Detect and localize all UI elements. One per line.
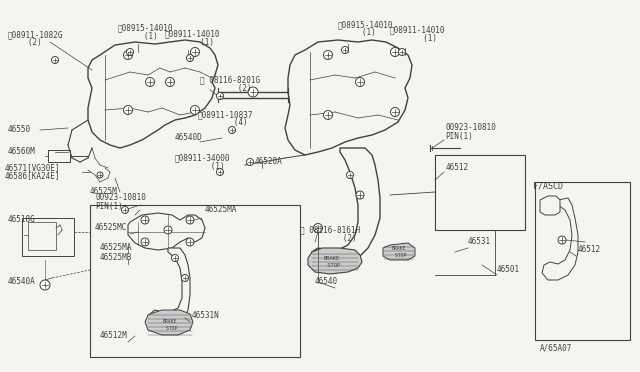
Text: (4): (4) xyxy=(206,119,248,128)
Text: 46518G: 46518G xyxy=(8,215,36,224)
Text: 46540A: 46540A xyxy=(8,278,36,286)
Text: ⓝ08911-1082G: ⓝ08911-1082G xyxy=(8,31,63,39)
Circle shape xyxy=(248,87,258,97)
Text: 46540: 46540 xyxy=(315,278,338,286)
Text: F/ASCD: F/ASCD xyxy=(533,182,563,190)
Circle shape xyxy=(182,275,189,282)
Text: (2): (2) xyxy=(14,38,42,48)
Text: 46512: 46512 xyxy=(446,164,469,173)
Circle shape xyxy=(314,224,323,232)
Circle shape xyxy=(141,216,149,224)
Text: 00923-10810: 00923-10810 xyxy=(95,193,146,202)
Text: (1): (1) xyxy=(348,29,376,38)
Polygon shape xyxy=(540,196,560,215)
Circle shape xyxy=(166,77,175,87)
Text: 46525MB: 46525MB xyxy=(100,253,132,263)
Text: 46571[VG30E]: 46571[VG30E] xyxy=(5,164,61,173)
Text: 46525MC: 46525MC xyxy=(95,224,127,232)
Circle shape xyxy=(323,51,333,60)
Bar xyxy=(22,218,74,256)
Circle shape xyxy=(141,238,149,246)
Polygon shape xyxy=(542,198,578,280)
Text: 46525MA: 46525MA xyxy=(205,205,237,215)
Text: (2): (2) xyxy=(210,83,252,93)
Text: 46531N: 46531N xyxy=(192,311,220,320)
Text: 46512: 46512 xyxy=(578,246,601,254)
Circle shape xyxy=(399,48,406,55)
Text: 46520A: 46520A xyxy=(255,157,283,167)
Circle shape xyxy=(346,171,353,179)
Text: ⓜ08915-14010: ⓜ08915-14010 xyxy=(338,20,394,29)
Bar xyxy=(435,155,525,230)
Bar xyxy=(48,150,70,162)
Text: PIN(1): PIN(1) xyxy=(445,131,473,141)
Polygon shape xyxy=(145,310,193,335)
Polygon shape xyxy=(88,40,218,148)
Text: 46540D: 46540D xyxy=(175,134,203,142)
Circle shape xyxy=(323,110,333,119)
Circle shape xyxy=(40,280,50,290)
Circle shape xyxy=(246,158,253,166)
Circle shape xyxy=(356,191,364,199)
Circle shape xyxy=(124,106,132,115)
Text: ⓝ08911-34000: ⓝ08911-34000 xyxy=(175,154,230,163)
Text: 46525MA: 46525MA xyxy=(100,244,132,253)
Text: ⓝ08911-14010: ⓝ08911-14010 xyxy=(390,26,445,35)
Text: 46501: 46501 xyxy=(497,266,520,275)
Circle shape xyxy=(355,77,365,87)
Text: 46586[KA24E]: 46586[KA24E] xyxy=(5,171,61,180)
Circle shape xyxy=(390,108,399,116)
Circle shape xyxy=(186,55,193,61)
Text: (2): (2) xyxy=(315,234,356,243)
Circle shape xyxy=(342,46,349,54)
Circle shape xyxy=(145,77,154,87)
Text: (1): (1) xyxy=(183,161,225,170)
Circle shape xyxy=(51,57,58,64)
Circle shape xyxy=(172,254,179,262)
Text: ⓜ08915-14010: ⓜ08915-14010 xyxy=(118,23,173,32)
Polygon shape xyxy=(128,213,205,250)
Circle shape xyxy=(186,238,194,246)
Text: Ⓑ 08116-8161H: Ⓑ 08116-8161H xyxy=(300,225,360,234)
Text: PIN(1): PIN(1) xyxy=(95,202,123,211)
Polygon shape xyxy=(308,248,362,274)
Polygon shape xyxy=(148,248,190,332)
Circle shape xyxy=(191,106,200,115)
Text: 46525M: 46525M xyxy=(90,187,118,196)
Polygon shape xyxy=(383,243,415,260)
Text: (1): (1) xyxy=(400,33,437,42)
Text: 46531: 46531 xyxy=(468,237,491,247)
Circle shape xyxy=(97,172,103,178)
Text: 46560M: 46560M xyxy=(8,148,36,157)
Text: 46512M: 46512M xyxy=(100,331,128,340)
Bar xyxy=(535,182,630,340)
Text: (1): (1) xyxy=(130,32,157,41)
Circle shape xyxy=(390,48,399,57)
Polygon shape xyxy=(285,40,412,155)
Circle shape xyxy=(228,126,236,134)
Circle shape xyxy=(127,48,134,55)
Text: ⓝ08911-14010: ⓝ08911-14010 xyxy=(165,29,221,38)
Circle shape xyxy=(558,236,566,244)
Text: BRAKE
 STOP: BRAKE STOP xyxy=(324,256,340,267)
Circle shape xyxy=(216,169,223,176)
Circle shape xyxy=(124,51,132,60)
Text: ⓝ08911-10837: ⓝ08911-10837 xyxy=(198,110,253,119)
Circle shape xyxy=(186,216,194,224)
Polygon shape xyxy=(310,148,380,270)
Circle shape xyxy=(191,48,200,57)
Text: A/65A07: A/65A07 xyxy=(540,343,572,353)
Circle shape xyxy=(164,226,172,234)
Bar xyxy=(28,222,56,250)
Text: Ⓑ 08116-8201G: Ⓑ 08116-8201G xyxy=(200,76,260,84)
Circle shape xyxy=(122,206,129,214)
Text: BRAKE
 STOP: BRAKE STOP xyxy=(163,320,177,331)
Text: 46550: 46550 xyxy=(8,125,31,135)
Bar xyxy=(90,205,300,357)
Circle shape xyxy=(216,93,223,99)
Text: BRAKE
 STOP: BRAKE STOP xyxy=(392,246,406,257)
Text: (1): (1) xyxy=(177,38,214,46)
Text: 00923-10810: 00923-10810 xyxy=(445,124,496,132)
